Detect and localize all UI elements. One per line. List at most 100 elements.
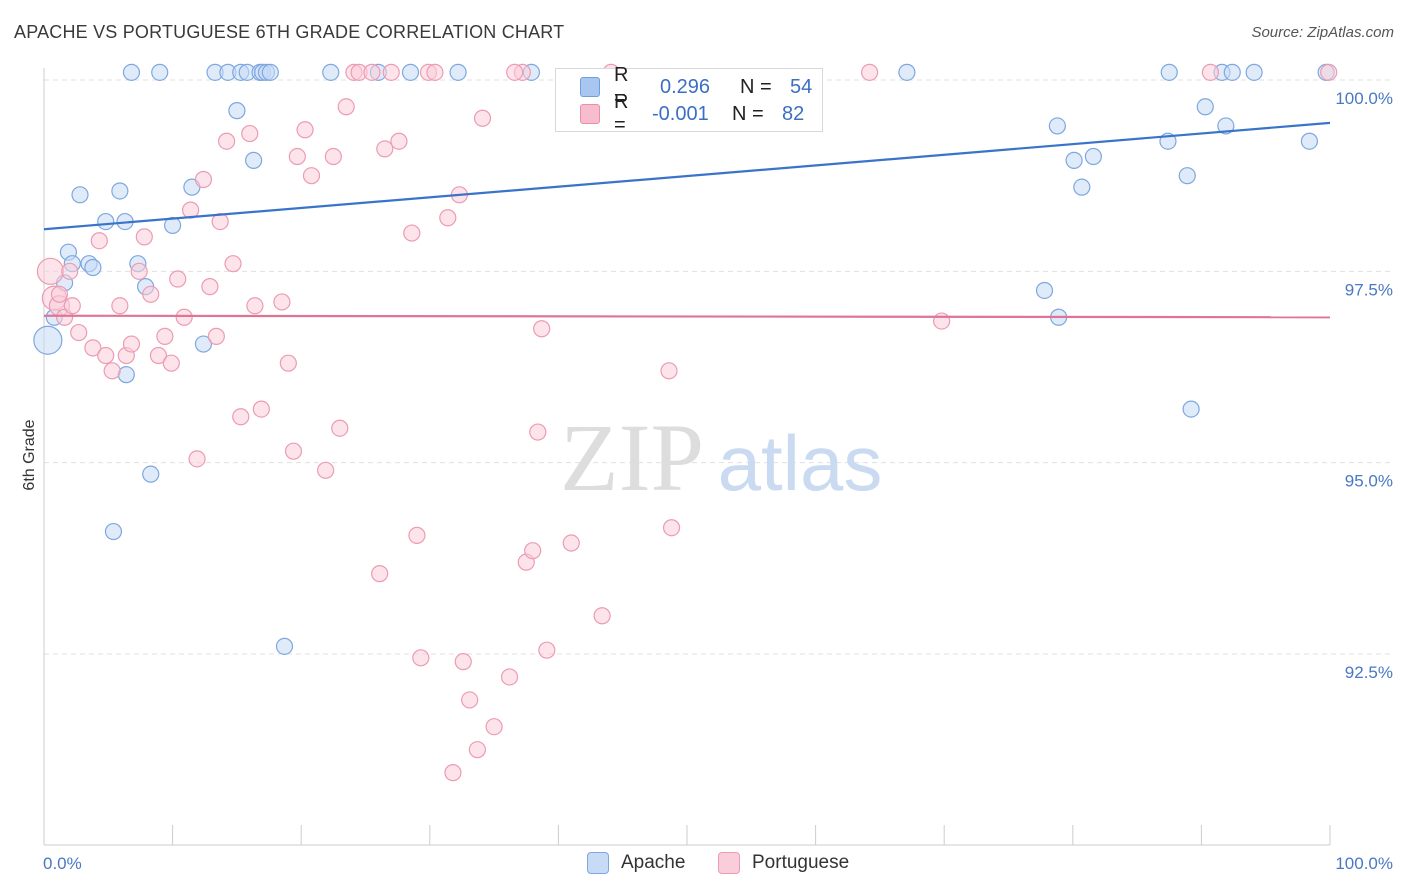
point-portuguese — [382, 63, 400, 81]
point-portuguese — [302, 167, 321, 185]
point-portuguese — [454, 653, 472, 671]
point-apache — [228, 102, 246, 120]
point-portuguese — [90, 232, 108, 250]
trend-line-portuguese — [43, 314, 1331, 319]
point-portuguese — [130, 262, 148, 280]
point-portuguese — [376, 140, 394, 158]
point-apache — [401, 63, 420, 81]
point-portuguese — [111, 297, 129, 315]
y-tick-label: 92.5% — [1345, 663, 1393, 682]
chart-title: APACHE VS PORTUGUESE 6TH GRADE CORRELATI… — [14, 22, 565, 42]
point-portuguese — [194, 170, 213, 189]
trend-lines — [43, 121, 1331, 319]
point-apache — [142, 465, 160, 483]
trend-line-apache — [43, 121, 1331, 231]
point-portuguese — [207, 327, 225, 345]
legend-r-label: R = — [614, 64, 629, 109]
point-portuguese — [224, 255, 242, 273]
legend-label-apache: Apache — [621, 852, 686, 873]
point-apache — [33, 325, 63, 355]
point-apache — [1196, 98, 1214, 116]
point-portuguese — [524, 542, 542, 560]
point-portuguese — [660, 362, 678, 380]
legend-n-value: 54 — [790, 75, 813, 98]
point-portuguese — [363, 63, 381, 81]
y-tick-label: 100.0% — [1335, 89, 1393, 108]
x-tick-label-left: 0.0% — [43, 854, 82, 873]
tick-labels: 100.0% 97.5% 95.0% 92.5% 0.0% 100.0% — [43, 89, 1393, 873]
point-portuguese — [337, 98, 355, 116]
point-apache — [84, 258, 102, 277]
point-apache — [71, 186, 89, 204]
stats-legend: R = 0.296 N = 54 R = -0.001 N = 82 — [555, 64, 823, 136]
point-portuguese — [135, 228, 153, 246]
watermark-atlas: atlas — [718, 419, 883, 507]
point-portuguese — [426, 63, 444, 81]
point-portuguese — [50, 285, 69, 303]
point-apache — [1223, 63, 1241, 81]
point-portuguese — [284, 442, 303, 460]
point-apache — [1178, 167, 1196, 185]
data-points — [33, 63, 1338, 782]
legend-r-value: 0.296 — [660, 75, 711, 98]
point-portuguese — [36, 257, 65, 285]
legend-r-value: -0.001 — [652, 102, 709, 125]
point-portuguese — [142, 285, 160, 303]
point-apache — [111, 182, 129, 200]
point-apache — [97, 212, 115, 231]
legend-item-portuguese[interactable]: Portuguese — [718, 852, 849, 874]
legend-swatch-apache — [587, 852, 609, 874]
point-portuguese — [562, 534, 580, 552]
point-apache — [122, 63, 141, 81]
point-apache — [245, 151, 263, 169]
point-portuguese — [169, 270, 187, 288]
point-portuguese — [288, 147, 306, 166]
point-portuguese — [371, 565, 389, 583]
point-apache — [1160, 63, 1178, 81]
point-portuguese — [529, 423, 547, 441]
point-portuguese — [188, 450, 206, 468]
point-portuguese — [122, 335, 141, 353]
y-axis-title: 6th Grade — [21, 419, 38, 490]
legend-row-apache: R = 0.296 N = 54 — [580, 64, 813, 109]
point-portuguese — [390, 132, 408, 150]
grid — [44, 79, 1390, 655]
point-portuguese — [63, 297, 81, 315]
point-apache — [1245, 63, 1263, 81]
point-portuguese — [538, 641, 556, 659]
series-legend: Apache Portuguese — [0, 852, 1406, 878]
point-portuguese — [246, 297, 264, 315]
y-tick-label: 95.0% — [1345, 472, 1393, 491]
point-portuguese — [533, 320, 551, 338]
point-portuguese — [162, 354, 180, 372]
point-apache — [1048, 117, 1066, 135]
point-portuguese — [500, 668, 519, 686]
point-apache — [1035, 281, 1054, 300]
point-apache — [1300, 132, 1319, 150]
legend-r-label: R = — [614, 91, 629, 136]
source-credit: Source: ZipAtlas.com — [1251, 24, 1394, 41]
point-portuguese — [593, 607, 611, 625]
legend-swatch-apache — [580, 77, 600, 97]
point-portuguese — [218, 132, 236, 150]
point-portuguese — [933, 312, 951, 330]
legend-n-label: N = — [732, 102, 764, 125]
point-apache — [1073, 178, 1091, 196]
point-portuguese — [84, 339, 102, 357]
point-apache — [164, 216, 182, 235]
series-portuguese — [36, 63, 1338, 782]
legend-label-portuguese: Portuguese — [752, 852, 850, 873]
point-apache — [1084, 147, 1102, 166]
point-portuguese — [412, 649, 430, 667]
point-portuguese — [485, 718, 503, 736]
point-apache — [117, 366, 135, 384]
point-portuguese — [201, 278, 219, 296]
point-apache — [898, 63, 916, 81]
legend-item-apache[interactable]: Apache — [587, 852, 685, 874]
axes — [43, 68, 1331, 846]
point-apache — [449, 63, 467, 81]
point-portuguese — [461, 691, 479, 709]
point-portuguese — [296, 121, 314, 139]
point-apache — [275, 637, 294, 655]
